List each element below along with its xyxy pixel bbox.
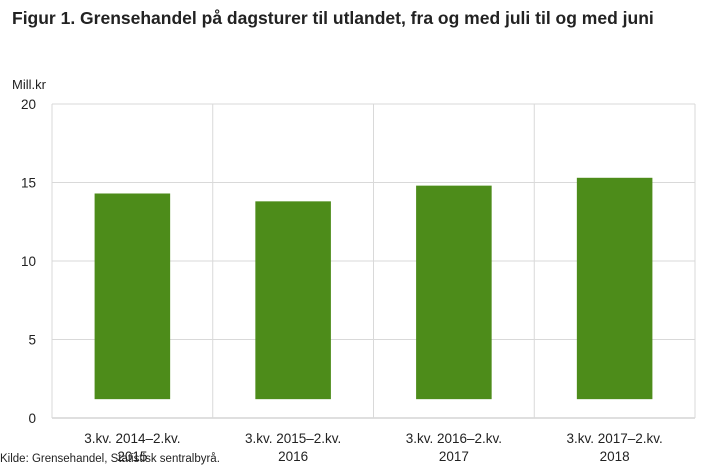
bar-1 [94,193,171,400]
bar-2 [255,201,331,400]
y-axis-ticks: 0 5 10 15 20 [21,97,36,426]
x-tick-label-3-line-1: 3.kv. 2016–2.kv. [406,431,502,446]
y-tick-label-20: 20 [21,97,36,112]
x-tick-label-1-line-1: 3.kv. 2014–2.kv. [84,431,180,446]
bar-4 [576,177,653,400]
bars [94,177,653,400]
x-tick-label-4-line-2: 2018 [600,449,630,464]
x-axis-ticks: 3.kv. 2014–2.kv. 2015 3.kv. 2015–2.kv. 2016… [84,431,663,464]
y-tick-label-5: 5 [28,333,36,348]
y-axis-label: Mill.kr [12,77,46,92]
y-tick-label-15: 15 [21,176,36,191]
x-tick-label-4-line-1: 3.kv. 2017–2.kv. [566,431,662,446]
y-tick-label-10: 10 [21,254,36,269]
x-tick-label-1-line-2: 2015 [117,449,147,464]
y-tick-label-0: 0 [28,411,36,426]
bar-3 [416,185,492,400]
chart-title: Figur 1. Grensehandel på dagsturer til u… [12,8,654,28]
source-note: Kilde: Grensehandel, Statistisk sentralb… [0,453,220,465]
x-tick-label-3-line-2: 2017 [439,449,469,464]
x-tick-label-2-line-1: 3.kv. 2015–2.kv. [245,431,341,446]
x-tick-label-2-line-2: 2016 [278,449,308,464]
